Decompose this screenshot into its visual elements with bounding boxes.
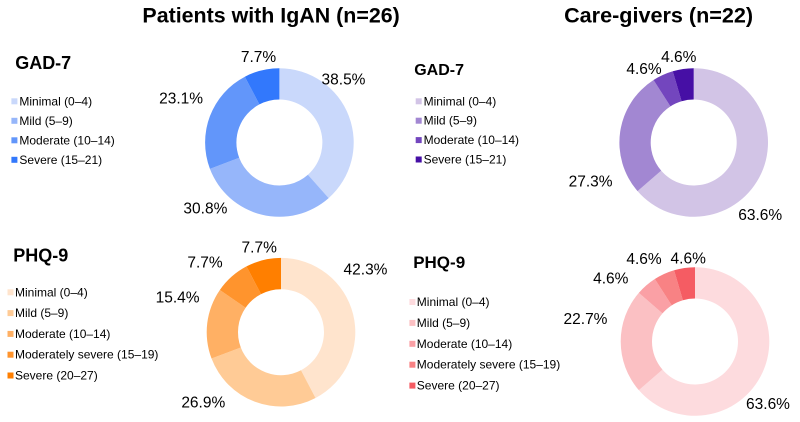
svg-text:Moderate (10–14): Moderate (10–14) [19,133,114,147]
svg-text:63.6%: 63.6% [746,396,790,413]
svg-text:4.6%: 4.6% [671,250,707,267]
svg-text:Moderate (10–14): Moderate (10–14) [424,133,519,147]
svg-text:Mild (5–9): Mild (5–9) [15,306,68,320]
svg-text:Mild (5–9): Mild (5–9) [19,114,72,128]
svg-text:7.7%: 7.7% [187,254,223,271]
svg-text:26.9%: 26.9% [181,395,225,412]
svg-text:Mild (5–9): Mild (5–9) [417,316,470,330]
svg-text:GAD-7: GAD-7 [15,53,71,73]
svg-text:PHQ-9: PHQ-9 [413,253,465,272]
svg-text:Minimal (0–4): Minimal (0–4) [15,285,88,299]
svg-text:Moderate (10–14): Moderate (10–14) [15,327,110,341]
svg-text:4.6%: 4.6% [661,49,697,66]
svg-text:Severe (15–21): Severe (15–21) [19,153,102,167]
svg-text:Moderate (10–14): Moderate (10–14) [417,337,512,351]
svg-text:Patients with IgAN (n=26): Patients with IgAN (n=26) [142,4,399,28]
svg-text:Severe (20–27): Severe (20–27) [417,379,500,393]
svg-text:42.3%: 42.3% [344,261,388,278]
svg-text:23.1%: 23.1% [159,91,203,108]
svg-text:Severe (20–27): Severe (20–27) [15,369,98,383]
svg-text:Moderately severe (15–19): Moderately severe (15–19) [15,348,158,362]
svg-text:Minimal (0–4): Minimal (0–4) [417,295,490,309]
svg-text:Severe (15–21): Severe (15–21) [424,153,507,167]
svg-text:22.7%: 22.7% [564,311,608,328]
svg-text:Minimal (0–4): Minimal (0–4) [424,94,497,108]
svg-text:4.6%: 4.6% [593,271,629,288]
svg-text:15.4%: 15.4% [156,290,200,307]
svg-text:7.7%: 7.7% [242,239,278,256]
svg-text:30.8%: 30.8% [183,201,227,218]
svg-text:Moderately severe (15–19): Moderately severe (15–19) [417,358,560,372]
svg-text:Minimal (0–4): Minimal (0–4) [19,94,92,108]
svg-text:PHQ-9: PHQ-9 [13,245,68,265]
svg-text:7.7%: 7.7% [241,49,277,66]
svg-text:4.6%: 4.6% [626,61,662,78]
svg-text:4.6%: 4.6% [626,251,662,268]
svg-text:38.5%: 38.5% [322,71,366,88]
svg-text:GAD-7: GAD-7 [414,62,464,79]
svg-text:Care-givers (n=22): Care-givers (n=22) [564,3,753,28]
svg-text:63.6%: 63.6% [738,207,782,224]
svg-text:27.3%: 27.3% [569,173,613,190]
svg-text:Mild (5–9): Mild (5–9) [424,114,477,128]
